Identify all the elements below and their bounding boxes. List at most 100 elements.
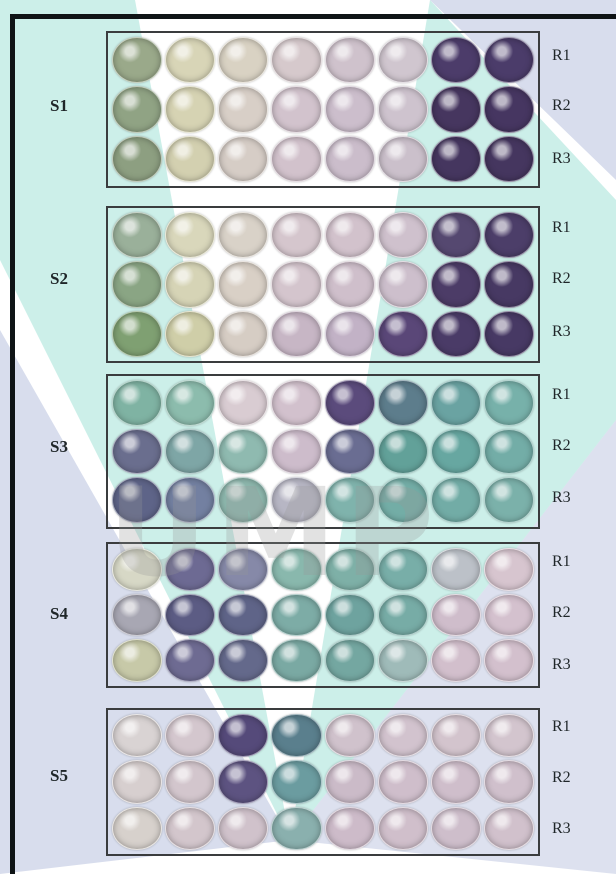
- replicate-label: R2: [552, 437, 571, 454]
- well: [218, 212, 269, 259]
- well: [430, 760, 481, 804]
- well: [483, 760, 534, 804]
- well: [483, 593, 534, 637]
- well: [483, 380, 534, 426]
- replicate-label: R2: [552, 769, 571, 786]
- sample-label-s1: S1: [50, 96, 68, 115]
- well: [430, 806, 481, 850]
- well: [165, 212, 216, 259]
- well: [430, 37, 481, 84]
- well: [377, 714, 428, 758]
- well: [112, 806, 163, 850]
- well: [324, 714, 375, 758]
- well: [324, 548, 375, 591]
- replicate-label: R1: [552, 219, 571, 236]
- replicate-label: R3: [552, 489, 571, 506]
- well: [271, 37, 322, 84]
- well: [483, 310, 534, 357]
- well: [218, 135, 269, 182]
- well-plate-s3: [106, 374, 540, 529]
- well: [430, 212, 481, 259]
- sample-label-s3: S3: [50, 437, 68, 456]
- well: [377, 760, 428, 804]
- well: [112, 380, 163, 426]
- well: [271, 86, 322, 133]
- well: [112, 86, 163, 133]
- well-plate-s1: [106, 31, 540, 188]
- well: [165, 428, 216, 475]
- well: [218, 806, 269, 850]
- well: [218, 380, 269, 426]
- well: [377, 428, 428, 475]
- well-plate-s5: [106, 708, 540, 856]
- well: [430, 639, 481, 682]
- well: [165, 760, 216, 804]
- well: [218, 477, 269, 523]
- well: [218, 760, 269, 804]
- well: [165, 714, 216, 758]
- replicate-label: R3: [552, 150, 571, 167]
- well: [324, 639, 375, 682]
- well: [271, 548, 322, 591]
- frame-top-border: [10, 14, 616, 19]
- well: [430, 548, 481, 591]
- well: [324, 477, 375, 523]
- replicate-label: R3: [552, 656, 571, 673]
- well: [430, 86, 481, 133]
- well: [218, 310, 269, 357]
- well: [483, 639, 534, 682]
- well: [324, 135, 375, 182]
- well: [271, 261, 322, 308]
- well: [271, 714, 322, 758]
- well: [483, 477, 534, 523]
- well: [324, 806, 375, 850]
- well: [324, 212, 375, 259]
- well: [112, 760, 163, 804]
- well: [271, 639, 322, 682]
- well: [112, 37, 163, 84]
- well: [430, 428, 481, 475]
- well: [483, 135, 534, 182]
- well: [165, 639, 216, 682]
- replicate-label: R1: [552, 718, 571, 735]
- well-plate-s4: [106, 542, 540, 688]
- well: [165, 86, 216, 133]
- replicate-label: R1: [552, 386, 571, 403]
- well: [271, 593, 322, 637]
- sample-label-s2: S2: [50, 269, 68, 288]
- well: [430, 477, 481, 523]
- well: [112, 212, 163, 259]
- well: [165, 548, 216, 591]
- well: [377, 477, 428, 523]
- replicate-label: R1: [552, 553, 571, 570]
- well: [483, 212, 534, 259]
- sample-label-s5: S5: [50, 766, 68, 785]
- watermark-text: UMP: [108, 462, 442, 604]
- well: [218, 428, 269, 475]
- well: [271, 310, 322, 357]
- replicate-label: R3: [552, 323, 571, 340]
- well: [377, 310, 428, 357]
- well: [271, 477, 322, 523]
- well: [112, 135, 163, 182]
- well: [430, 593, 481, 637]
- well: [112, 593, 163, 637]
- well: [377, 135, 428, 182]
- well: [324, 37, 375, 84]
- well: [377, 806, 428, 850]
- well: [430, 380, 481, 426]
- well: [112, 428, 163, 475]
- replicate-label: R3: [552, 820, 571, 837]
- well: [112, 261, 163, 308]
- well: [112, 639, 163, 682]
- well: [165, 37, 216, 84]
- well: [271, 760, 322, 804]
- replicate-label: R2: [552, 97, 571, 114]
- well: [218, 593, 269, 637]
- well: [112, 310, 163, 357]
- replicate-label: R2: [552, 604, 571, 621]
- well: [324, 760, 375, 804]
- well: [324, 86, 375, 133]
- well: [165, 261, 216, 308]
- well: [218, 714, 269, 758]
